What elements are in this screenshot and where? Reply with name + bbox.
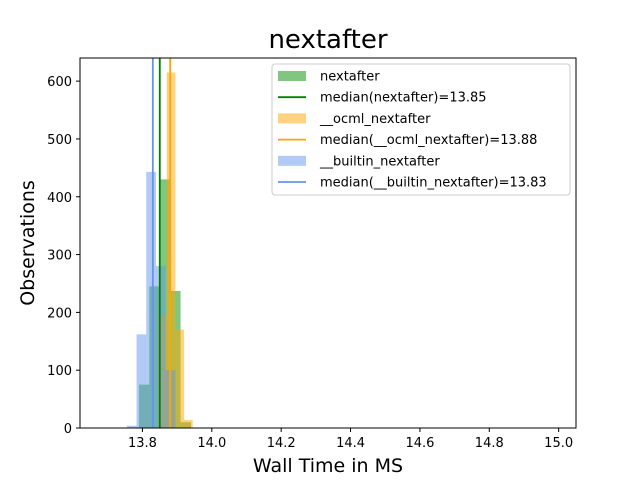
x-axis-ticks: 13.8 14.0 14.2 14.4 14.6 14.8 15.0	[128, 428, 573, 451]
y-axis-label: Observations	[17, 180, 39, 306]
legend-label: median(nextafter)=13.85	[320, 91, 487, 106]
x-tick-label: 14.0	[197, 436, 226, 451]
x-tick-label: 14.6	[405, 436, 434, 451]
plot-area-frame	[79, 57, 577, 429]
y-tick-label: 0	[64, 422, 72, 437]
y-tick-label: 100	[47, 364, 72, 379]
median-lines	[151, 58, 172, 428]
x-tick-label: 13.8	[128, 436, 157, 451]
x-tick-label: 15.0	[544, 436, 573, 451]
y-tick-label: 600	[47, 75, 72, 90]
y-tick-label: 500	[47, 133, 72, 148]
legend-swatch	[278, 155, 306, 166]
legend-label: median(__builtin_nextafter)=13.83	[320, 176, 547, 191]
legend: nextafter median(nextafter)=13.85 __ocml_n…	[271, 63, 571, 196]
y-tick-label: 400	[47, 191, 72, 206]
legend-frame	[271, 63, 571, 196]
x-tick-label: 14.2	[267, 436, 296, 451]
histogram-bar	[184, 419, 193, 428]
legend-swatch	[278, 71, 306, 81]
histogram-bar	[126, 425, 137, 428]
legend-label: nextafter	[320, 70, 380, 85]
y-axis-ticks: 0 100 200 300 400 500 600	[47, 75, 80, 437]
legend-label: __ocml_nextafter	[319, 112, 431, 127]
chart-title: nextafter	[268, 25, 387, 55]
histogram-bar	[155, 266, 166, 428]
x-tick-label: 14.4	[336, 436, 365, 451]
legend-label: median(__ocml_nextafter)=13.88	[320, 133, 537, 148]
legend-swatch	[278, 113, 306, 124]
y-tick-label: 300	[47, 249, 72, 264]
histogram-bar	[175, 329, 185, 428]
histogram-bar	[146, 171, 156, 428]
x-tick-label: 14.8	[475, 436, 504, 451]
legend-label: __builtin_nextafter	[319, 154, 440, 169]
histogram-bar	[136, 334, 147, 428]
y-tick-label: 200	[47, 306, 72, 321]
x-axis-label: Wall Time in MS	[253, 455, 403, 477]
